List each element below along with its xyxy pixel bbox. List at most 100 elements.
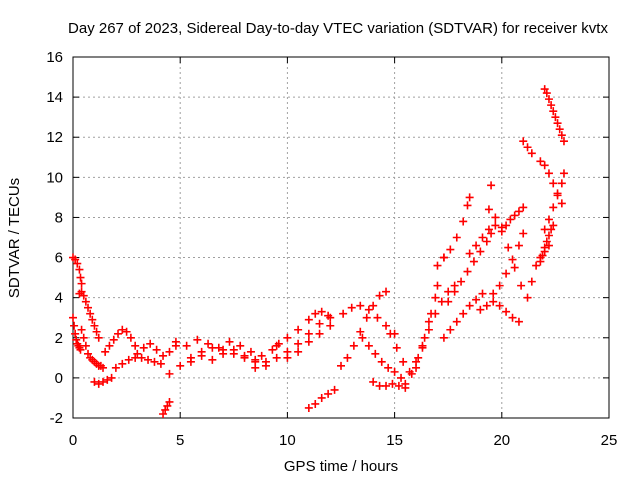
data-point — [369, 301, 378, 310]
data-point — [487, 181, 496, 190]
data-point — [294, 347, 303, 356]
data-point — [101, 347, 110, 356]
data-point — [124, 355, 133, 364]
data-point — [71, 255, 80, 264]
data-point — [214, 343, 223, 352]
data-point — [382, 381, 391, 390]
data-point — [146, 339, 155, 348]
data-point — [536, 157, 545, 166]
data-point — [272, 353, 281, 362]
data-point — [465, 249, 474, 258]
data-point — [553, 191, 562, 200]
data-point — [559, 169, 568, 178]
data-point — [544, 215, 553, 224]
data-point — [88, 315, 97, 324]
data-point — [219, 349, 228, 358]
data-point — [491, 221, 500, 230]
data-point — [514, 317, 523, 326]
data-point — [114, 329, 123, 338]
data-point — [86, 309, 95, 318]
data-point — [508, 313, 517, 322]
data-point — [555, 125, 564, 134]
y-tick-label: 12 — [46, 129, 63, 146]
data-point — [94, 333, 103, 342]
data-point — [118, 325, 127, 334]
data-point — [463, 267, 472, 276]
data-point — [261, 357, 270, 366]
data-point — [268, 345, 277, 354]
data-point — [514, 207, 523, 216]
data-point — [420, 333, 429, 342]
data-point — [465, 193, 474, 202]
y-tick-label: 16 — [46, 49, 63, 66]
data-point — [433, 281, 442, 290]
data-point — [510, 211, 519, 220]
x-axis-label: GPS time / hours — [284, 458, 398, 475]
data-point — [90, 377, 99, 386]
y-tick-label: 14 — [46, 89, 63, 106]
data-point — [165, 369, 174, 378]
data-point — [304, 329, 313, 338]
data-point — [484, 225, 493, 234]
data-point — [111, 363, 120, 372]
data-point — [489, 297, 498, 306]
data-point — [491, 213, 500, 222]
data-point — [551, 113, 560, 122]
data-point — [94, 379, 103, 388]
data-point — [547, 101, 556, 110]
data-point — [304, 403, 313, 412]
data-point — [165, 347, 174, 356]
data-point — [236, 341, 245, 350]
data-point — [390, 367, 399, 376]
data-point — [77, 287, 86, 296]
data-point — [439, 333, 448, 342]
data-point — [465, 301, 474, 310]
data-point — [472, 241, 481, 250]
data-point — [75, 265, 84, 274]
data-point — [540, 161, 549, 170]
data-point — [508, 255, 517, 264]
data-point — [315, 319, 324, 328]
data-point — [418, 341, 427, 350]
data-point — [519, 137, 528, 146]
data-point — [444, 297, 453, 306]
data-point — [208, 355, 217, 364]
data-point — [459, 217, 468, 226]
data-point — [347, 303, 356, 312]
data-point — [109, 335, 118, 344]
data-point — [424, 325, 433, 334]
data-point — [79, 333, 88, 342]
x-tick-label: 15 — [386, 432, 403, 449]
data-point — [186, 357, 195, 366]
data-point — [523, 293, 532, 302]
data-point — [549, 221, 558, 230]
data-point — [171, 337, 180, 346]
data-point — [364, 341, 373, 350]
data-point — [514, 241, 523, 250]
data-point — [495, 301, 504, 310]
data-point — [311, 399, 320, 408]
data-point — [70, 321, 79, 330]
data-point — [122, 327, 131, 336]
data-point — [161, 405, 170, 414]
data-point — [457, 277, 466, 286]
data-point — [544, 241, 553, 250]
data-point — [386, 329, 395, 338]
data-point — [431, 293, 440, 302]
data-point — [476, 305, 485, 314]
data-point — [105, 341, 114, 350]
data-point — [502, 221, 511, 230]
data-point — [559, 137, 568, 146]
data-point — [504, 243, 513, 252]
data-point — [397, 373, 406, 382]
data-point — [92, 327, 101, 336]
data-point — [388, 379, 397, 388]
data-point — [459, 309, 468, 318]
data-point — [72, 335, 81, 344]
data-point — [257, 351, 266, 360]
data-point — [337, 361, 345, 370]
data-point — [137, 353, 146, 362]
data-point — [557, 131, 566, 140]
data-point — [76, 273, 85, 282]
